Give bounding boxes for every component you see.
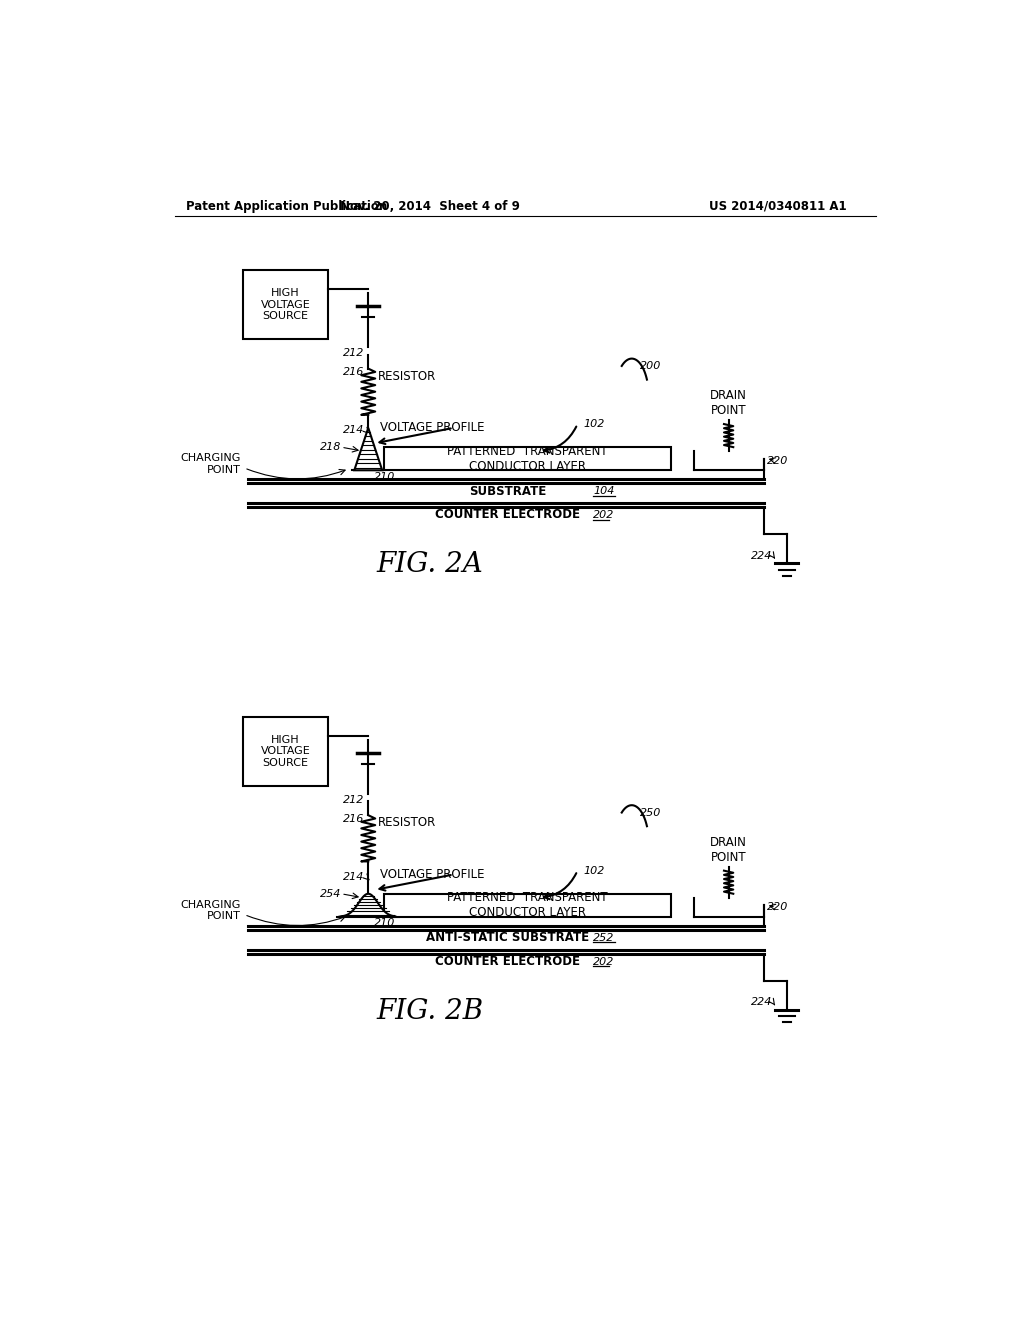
Text: FIG. 2B: FIG. 2B (377, 998, 483, 1026)
Text: DRAIN
POINT: DRAIN POINT (711, 836, 748, 863)
Bar (243, 717, 328, 785)
Text: 254: 254 (319, 888, 341, 899)
Text: 210: 210 (375, 471, 396, 482)
Text: VOLTAGE PROFILE: VOLTAGE PROFILE (380, 869, 484, 880)
Text: 252: 252 (593, 933, 614, 942)
Text: 102: 102 (584, 418, 605, 429)
Text: 212: 212 (343, 348, 365, 358)
Text: 102: 102 (584, 866, 605, 875)
Text: RESISTOR: RESISTOR (378, 816, 436, 829)
Text: Patent Application Publication: Patent Application Publication (186, 199, 387, 213)
Text: 220: 220 (767, 455, 788, 466)
Text: CHARGING
POINT: CHARGING POINT (180, 900, 241, 921)
Text: VOLTAGE PROFILE: VOLTAGE PROFILE (380, 421, 484, 434)
Text: 104: 104 (593, 486, 614, 496)
Text: 224: 224 (752, 998, 773, 1007)
Text: ANTI-STATIC SUBSTRATE: ANTI-STATIC SUBSTRATE (426, 931, 590, 944)
Text: 200: 200 (640, 362, 660, 371)
Bar (243, 271, 328, 339)
Text: US 2014/0340811 A1: US 2014/0340811 A1 (710, 199, 847, 213)
Polygon shape (354, 428, 382, 470)
Text: HIGH
VOLTAGE
SOURCE: HIGH VOLTAGE SOURCE (260, 735, 310, 768)
Text: DRAIN
POINT: DRAIN POINT (711, 389, 748, 417)
Polygon shape (341, 894, 395, 917)
Text: 250: 250 (640, 808, 660, 818)
Text: 216: 216 (343, 814, 365, 824)
Text: PATTERNED  TRANSPARENT
CONDUCTOR LAYER: PATTERNED TRANSPARENT CONDUCTOR LAYER (446, 891, 607, 919)
Text: PATTERNED  TRANSPARENT
CONDUCTOR LAYER: PATTERNED TRANSPARENT CONDUCTOR LAYER (446, 445, 607, 473)
Text: Nov. 20, 2014  Sheet 4 of 9: Nov. 20, 2014 Sheet 4 of 9 (340, 199, 520, 213)
Text: 214: 214 (343, 425, 365, 436)
Text: 202: 202 (593, 510, 614, 520)
Text: FIG. 2A: FIG. 2A (377, 552, 483, 578)
Text: COUNTER ELECTRODE: COUNTER ELECTRODE (435, 508, 581, 521)
Text: RESISTOR: RESISTOR (378, 370, 436, 383)
Bar (384, 894, 671, 917)
Text: 202: 202 (593, 957, 614, 966)
Text: 220: 220 (767, 903, 788, 912)
Bar (384, 447, 671, 470)
Text: 212: 212 (343, 795, 365, 805)
Text: 218: 218 (319, 442, 341, 453)
Text: SUBSTRATE: SUBSTRATE (469, 484, 547, 498)
Text: 210: 210 (375, 919, 396, 928)
Text: 216: 216 (343, 367, 365, 378)
Text: HIGH
VOLTAGE
SOURCE: HIGH VOLTAGE SOURCE (260, 288, 310, 321)
Text: COUNTER ELECTRODE: COUNTER ELECTRODE (435, 954, 581, 968)
Text: CHARGING
POINT: CHARGING POINT (180, 453, 241, 475)
Text: 214: 214 (343, 871, 365, 882)
Text: 224: 224 (752, 550, 773, 561)
